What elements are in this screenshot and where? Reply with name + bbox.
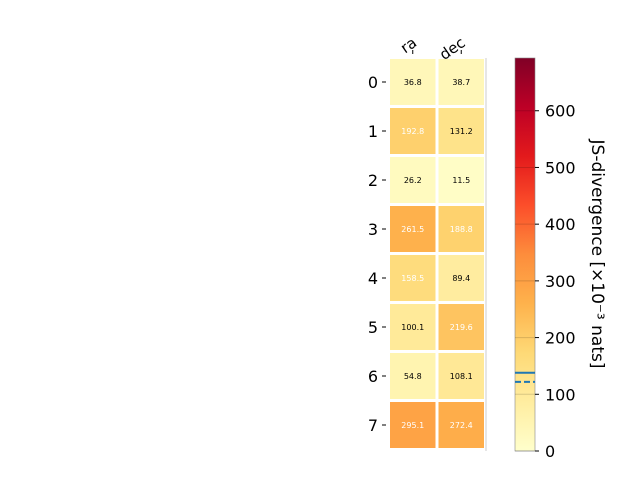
row-label: 1 xyxy=(368,122,378,141)
cell-value-label: 26.2 xyxy=(404,176,422,185)
cell-value-label: 11.5 xyxy=(452,176,470,185)
colorbar-markers xyxy=(515,371,535,383)
colorbar-tick-label: 500 xyxy=(545,158,576,177)
row-label: 3 xyxy=(368,220,378,239)
row-label: 2 xyxy=(368,171,378,190)
colorbar-label: JS-divergence [×10⁻³ nats] xyxy=(587,139,607,369)
cell-value-label: 192.8 xyxy=(401,127,424,136)
cell-value-label: 261.5 xyxy=(401,225,424,234)
heatmap-cell xyxy=(390,157,436,203)
heatmap-cell xyxy=(390,59,436,105)
colorbar-tick-label: 400 xyxy=(545,215,576,234)
heatmap-cell xyxy=(438,255,484,301)
heatmap-cell xyxy=(390,304,436,350)
heatmap-cell xyxy=(438,304,484,350)
cell-value-label: 54.8 xyxy=(404,372,422,381)
cell-value-label: 272.4 xyxy=(450,421,473,430)
cell-value-label: 131.2 xyxy=(450,127,473,136)
row-labels: 0 1 2 3 4 5 6 7 xyxy=(368,73,386,435)
heatmap-cell xyxy=(438,353,484,399)
heatmap-cells: 36.8 38.7 192.8 131.2 26.2 11.5 261.5 188.8 158.… xyxy=(390,58,487,451)
heatmap-cell xyxy=(438,402,484,448)
row-label: 7 xyxy=(368,416,378,435)
heatmap-cell xyxy=(390,353,436,399)
colorbar-ticks: 0 100 200 300 400 500 600 xyxy=(515,102,576,461)
row-label: 5 xyxy=(368,318,378,337)
cell-value-label: 188.8 xyxy=(450,225,473,234)
column-label: ra xyxy=(397,34,420,58)
heatmap-cell xyxy=(390,108,436,154)
colorbar: 0 100 200 300 400 500 600 JS-divergence [×10⁻³… xyxy=(514,57,607,461)
colorbar-tick-label: 100 xyxy=(545,385,576,404)
heatmap-cell xyxy=(390,206,436,252)
colorbar-tick-label: 0 xyxy=(545,442,555,461)
cell-value-label: 295.1 xyxy=(401,421,424,430)
row-label: 6 xyxy=(368,367,378,386)
colorbar-gradient xyxy=(514,57,536,452)
heatmap-cell xyxy=(438,59,484,105)
heatmap-cell xyxy=(438,157,484,203)
cell-value-label: 89.4 xyxy=(452,274,470,283)
heatmap-cell xyxy=(390,255,436,301)
colorbar-tick-label: 300 xyxy=(545,272,576,291)
heatmap-cell xyxy=(438,206,484,252)
cell-value-label: 38.7 xyxy=(452,78,470,87)
cell-value-label: 158.5 xyxy=(401,274,424,283)
colorbar-tick-label: 200 xyxy=(545,329,576,348)
row-label: 0 xyxy=(368,73,378,92)
heatmap-cell xyxy=(390,402,436,448)
cell-value-label: 100.1 xyxy=(401,323,424,332)
cell-value-label: 36.8 xyxy=(404,78,422,87)
colorbar-tick-label: 600 xyxy=(545,102,576,121)
cell-value-label: 108.1 xyxy=(450,372,473,381)
cell-value-label: 219.6 xyxy=(450,323,473,332)
heatmap-cell xyxy=(438,108,484,154)
row-label: 4 xyxy=(368,269,378,288)
